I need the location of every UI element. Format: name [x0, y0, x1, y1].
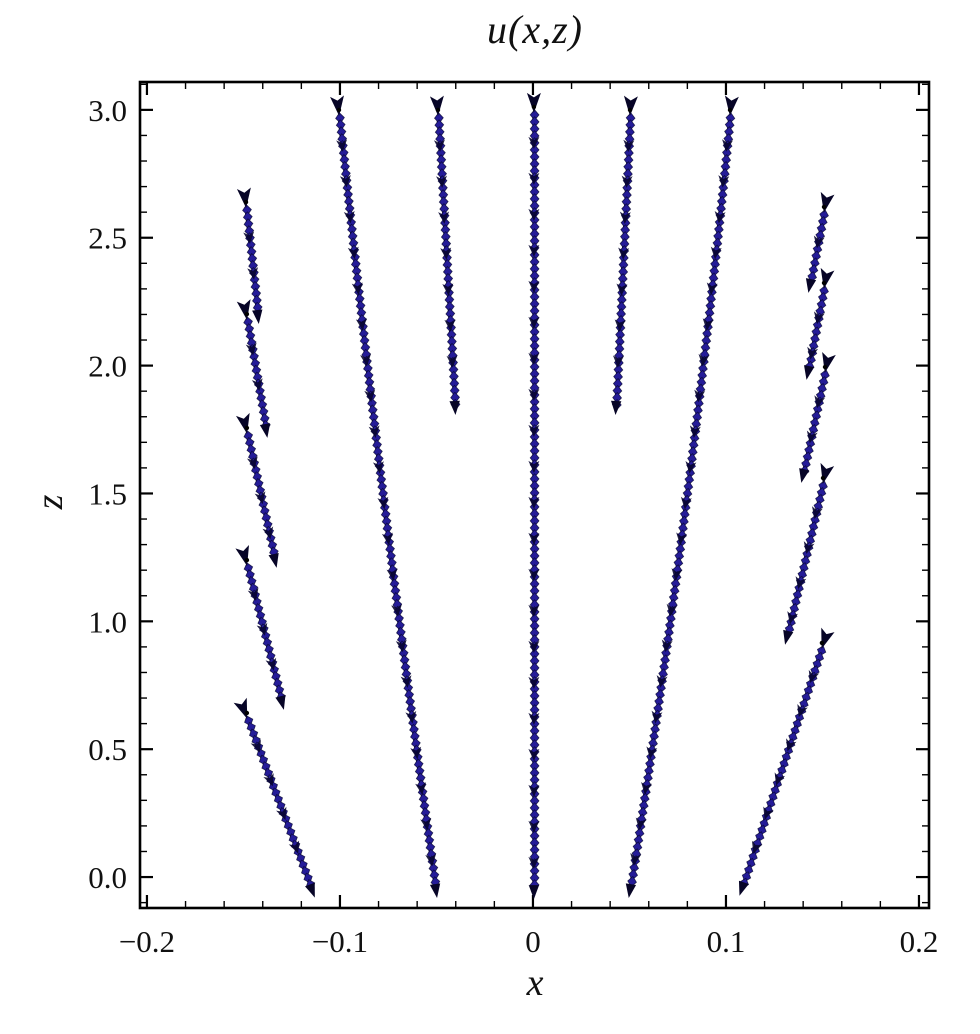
tail — [799, 468, 810, 483]
vector-streak-right-medium — [610, 95, 638, 415]
apex-dot — [244, 425, 250, 431]
apex-dot — [821, 204, 827, 210]
svg-text:−0.1: −0.1 — [312, 924, 368, 959]
apex-dot — [727, 107, 733, 113]
vector-streak-left-outer-4 — [235, 544, 286, 710]
tail — [275, 695, 286, 710]
arrowhead — [330, 95, 344, 116]
apex-dot — [821, 280, 827, 286]
vector-streak-left-long — [330, 95, 441, 899]
apex-dot — [627, 107, 633, 113]
tail — [738, 880, 749, 896]
svg-text:0.0: 0.0 — [88, 860, 127, 895]
arrowhead — [429, 95, 444, 116]
apex-dot — [822, 364, 828, 370]
vector-streak-right-long — [625, 95, 739, 899]
arrowhead — [236, 299, 251, 321]
arrowhead — [724, 95, 739, 116]
apex-dot — [531, 104, 537, 110]
tail — [610, 400, 622, 415]
svg-text:0.5: 0.5 — [88, 732, 127, 767]
arrowhead — [233, 697, 248, 719]
vector-streak-left-outer-5 — [233, 697, 316, 898]
svg-text:0.1: 0.1 — [707, 924, 746, 959]
vector-streak-left-outer-1 — [236, 187, 263, 324]
vector-streak-left-outer-3 — [235, 412, 279, 568]
apex-dot — [244, 311, 250, 317]
tail — [429, 883, 441, 899]
z-tick-labels: 0.0 0.5 1.0 1.5 2.0 2.5 3.0 — [88, 93, 127, 895]
tail — [804, 365, 815, 380]
tail — [305, 882, 315, 898]
streaks — [233, 92, 836, 900]
vector-streak-right-outer-3 — [799, 351, 836, 483]
svg-text:−0.2: −0.2 — [119, 924, 175, 959]
ticks — [140, 82, 929, 908]
tail — [252, 309, 263, 324]
vector-streak-left-outer-2 — [236, 299, 271, 438]
vector-streak-right-outer-4 — [783, 462, 835, 645]
svg-text:0.2: 0.2 — [900, 924, 939, 959]
tail — [259, 423, 271, 438]
tail — [625, 883, 637, 899]
arrowhead — [235, 544, 249, 567]
apex-dot — [244, 710, 250, 716]
apex-dot — [336, 107, 342, 113]
vector-streak-center — [526, 92, 541, 900]
vector-streak-right-outer-5 — [738, 627, 835, 896]
svg-text:3.0: 3.0 — [88, 93, 127, 128]
vector-streak-right-outer-1 — [805, 191, 835, 293]
svg-text:1.5: 1.5 — [88, 476, 127, 511]
x-tick-labels: −0.2 −0.1 0 0.1 0.2 — [119, 924, 939, 959]
arrowhead — [235, 412, 250, 434]
arrowhead — [236, 187, 251, 209]
z-axis-label: z — [29, 494, 71, 510]
arrowhead — [821, 627, 835, 649]
apex-dot — [819, 640, 825, 646]
plot-frame — [138, 80, 931, 910]
svg-text:2.0: 2.0 — [88, 349, 127, 384]
chart-title: u(x,z) — [487, 7, 583, 52]
apex-dot — [243, 199, 249, 205]
arrowhead — [623, 95, 638, 116]
vector-streak-left-medium — [429, 95, 461, 415]
svg-text:1.0: 1.0 — [88, 604, 127, 639]
apex-dot — [820, 475, 826, 481]
apex-dot — [244, 557, 250, 563]
vector-streak-right-outer-2 — [804, 267, 835, 380]
x-axis-label: x — [526, 962, 544, 1004]
tail — [268, 553, 279, 568]
apex-dot — [435, 107, 441, 113]
svg-text:2.5: 2.5 — [88, 221, 127, 256]
tail — [783, 629, 794, 645]
tail — [805, 278, 817, 293]
arrowhead — [526, 92, 541, 113]
tail — [528, 885, 540, 900]
svg-text:0: 0 — [525, 924, 541, 959]
tail — [449, 400, 460, 415]
